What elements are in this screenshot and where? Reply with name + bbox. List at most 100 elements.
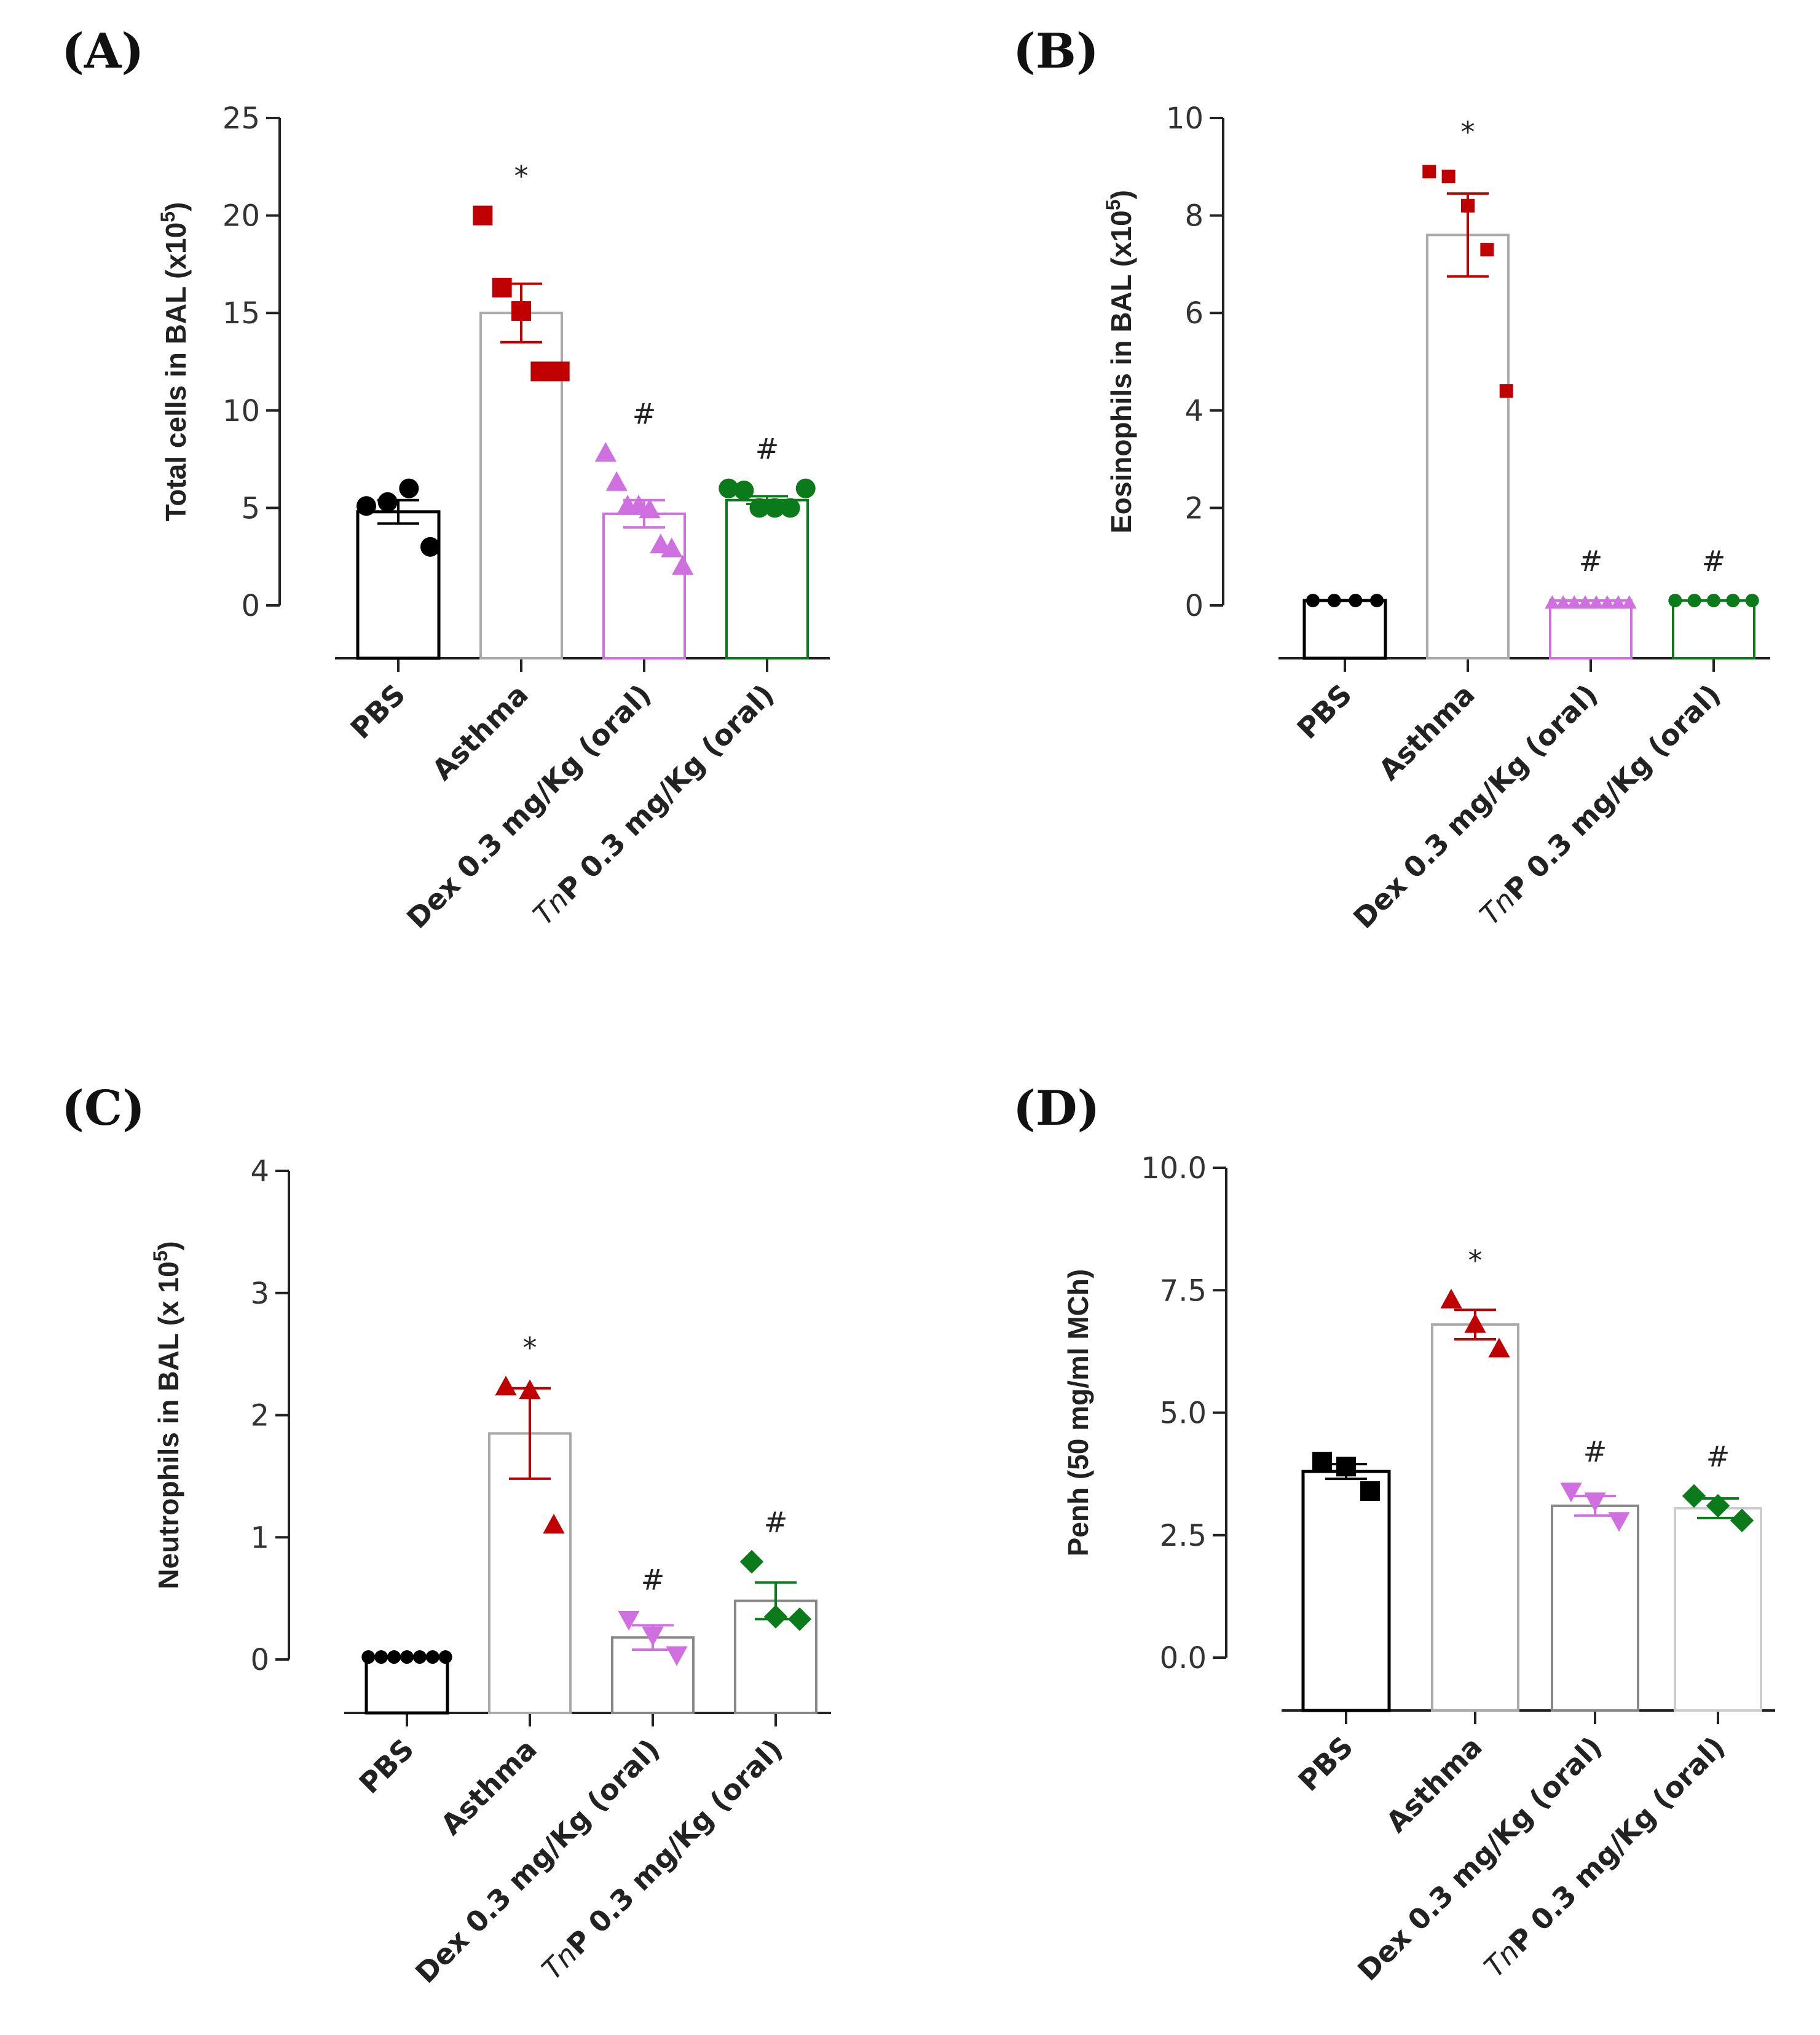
y-axis-title-superscript: 5 [149, 1251, 171, 1262]
data-point-asthma [550, 361, 570, 382]
data-point-tnp [1668, 594, 1682, 608]
significance-mark: * [523, 1331, 537, 1364]
data-point-asthma [511, 301, 531, 321]
x-category-label: PBS [344, 678, 412, 746]
y-tick-label: 7.5 [1160, 1273, 1207, 1308]
x-category-label: PBS [353, 1733, 420, 1800]
significance-mark: # [1706, 1440, 1730, 1473]
y-tick-label: 2 [250, 1399, 269, 1433]
data-point-pbs [1349, 594, 1363, 608]
y-axis-title-close: ) [160, 202, 192, 211]
bar-pbs [364, 1655, 449, 1715]
data-point-dex [642, 1626, 664, 1647]
y-tick-label: 15 [223, 296, 260, 331]
data-point-dex [639, 498, 661, 519]
x-category-label-text: PBS [353, 1733, 420, 1800]
x-category-label-text: P 0.3 mg/Kg (oral) [1502, 1730, 1731, 1959]
data-point-asthma [530, 361, 551, 382]
data-point-tnp [765, 498, 785, 518]
y-tick-label: 10 [223, 394, 260, 428]
x-category-label: TnP 0.3 mg/Kg (oral) [535, 1733, 789, 1986]
bar-dex [602, 512, 686, 660]
x-category-label: Dex 0.3 mg/Kg (oral) [1351, 1730, 1609, 1988]
x-category-label-text: P 0.3 mg/Kg (oral) [1498, 678, 1727, 907]
y-tick-label: 5.0 [1160, 1396, 1207, 1431]
data-point-tnp [1687, 594, 1701, 608]
significance-mark: # [764, 1506, 788, 1539]
data-point-dex [1545, 595, 1560, 609]
y-tick-label: 2 [1184, 491, 1203, 525]
x-category-label: PBS [1292, 1730, 1360, 1798]
data-point-asthma [492, 277, 512, 297]
significance-mark: # [632, 398, 656, 431]
data-point-asthma [1480, 243, 1494, 257]
x-category-label-text: PBS [1292, 1730, 1360, 1798]
panel-c: (C) 0 1 2 3 4 Neutrophils in BAL (x 105) PBS * As… [61, 1080, 831, 1990]
y-tick-label: 0.0 [1160, 1641, 1207, 1675]
x-category-label-text: Asthma [1373, 678, 1481, 787]
x-category-label-text: Asthma [426, 678, 535, 787]
y-tick-label: 1 [250, 1521, 269, 1555]
data-point-dex [605, 471, 628, 491]
data-point-pbs [412, 1650, 427, 1664]
data-point-pbs [400, 1650, 414, 1664]
y-axis-title-superscript: 5 [1102, 199, 1124, 210]
y-axis-title-text: Neutrophils in BAL (x 10 [152, 1261, 184, 1589]
bar-pbs [1302, 599, 1387, 660]
data-point-asthma [495, 1376, 517, 1396]
y-axis-title-close: ) [152, 1241, 184, 1250]
y-tick-label: 2.5 [1160, 1519, 1207, 1553]
data-point-dex [618, 1610, 640, 1631]
significance-mark: # [1579, 545, 1603, 578]
data-point-pbs [1336, 1457, 1356, 1477]
y-axis-title: Total cells in BAL (x105) [157, 202, 192, 522]
data-point-dex [1588, 595, 1604, 609]
data-point-dex [1556, 595, 1571, 609]
bar-dex [1549, 599, 1633, 660]
data-point-dex [1567, 595, 1582, 609]
data-point-dex [1599, 595, 1615, 609]
x-category-label: Asthma [1373, 678, 1481, 787]
panel-b: (B) 0 2 4 6 8 10 Eosinophils in BAL (x105) PBS * A… [1013, 23, 1770, 935]
data-point-dex [1584, 1492, 1606, 1513]
y-tick-label: 10 [1166, 101, 1203, 136]
y-tick-label: 5 [241, 491, 260, 525]
data-point-pbs [1312, 1452, 1332, 1472]
data-point-dex [1577, 595, 1593, 609]
panel-label: (A) [61, 23, 144, 79]
significance-mark: # [1583, 1435, 1607, 1468]
data-point-pbs [425, 1650, 439, 1664]
significance-mark: # [641, 1563, 665, 1596]
x-category-label-text: Dex 0.3 mg/Kg (oral) [1351, 1730, 1609, 1988]
y-axis-title-text: Eosinophils in BAL (x10 [1105, 210, 1137, 533]
y-tick-label: 20 [223, 199, 260, 234]
x-category-label: Dex 0.3 mg/Kg (oral) [400, 678, 658, 935]
x-category-label: TnP 0.3 mg/Kg (oral) [1473, 678, 1727, 932]
significance-mark: * [514, 160, 529, 193]
x-category-label: TnP 0.3 mg/Kg (oral) [527, 678, 781, 932]
data-point-dex [666, 1646, 688, 1666]
y-tick-label: 3 [250, 1277, 269, 1311]
bar-pbs [356, 510, 441, 660]
data-point-tnp [780, 498, 800, 518]
y-tick-label: 4 [250, 1154, 269, 1189]
y-tick-label: 0 [241, 589, 260, 623]
data-point-tnp [749, 498, 770, 518]
data-point-asthma [1422, 165, 1436, 179]
panel-label: (B) [1013, 23, 1099, 79]
data-point-pbs [357, 496, 376, 516]
y-tick-label: 0 [1184, 589, 1203, 623]
data-point-tnp [1706, 1494, 1730, 1518]
bar-asthma [1426, 234, 1510, 659]
x-category-label: Asthma [435, 1733, 543, 1841]
significance-mark: * [1461, 116, 1475, 149]
x-category-label-text: P 0.3 mg/Kg (oral) [551, 678, 780, 907]
data-point-asthma [543, 1513, 565, 1533]
data-point-tnp [1745, 594, 1759, 608]
x-category-label-text: PBS [1291, 678, 1358, 746]
y-axis-title-close: ) [1105, 190, 1137, 199]
y-axis-title: Neutrophils in BAL (x 105) [149, 1241, 184, 1589]
x-category-label-text: Dex 0.3 mg/Kg (oral) [1347, 678, 1604, 935]
data-point-tnp [739, 1549, 764, 1574]
